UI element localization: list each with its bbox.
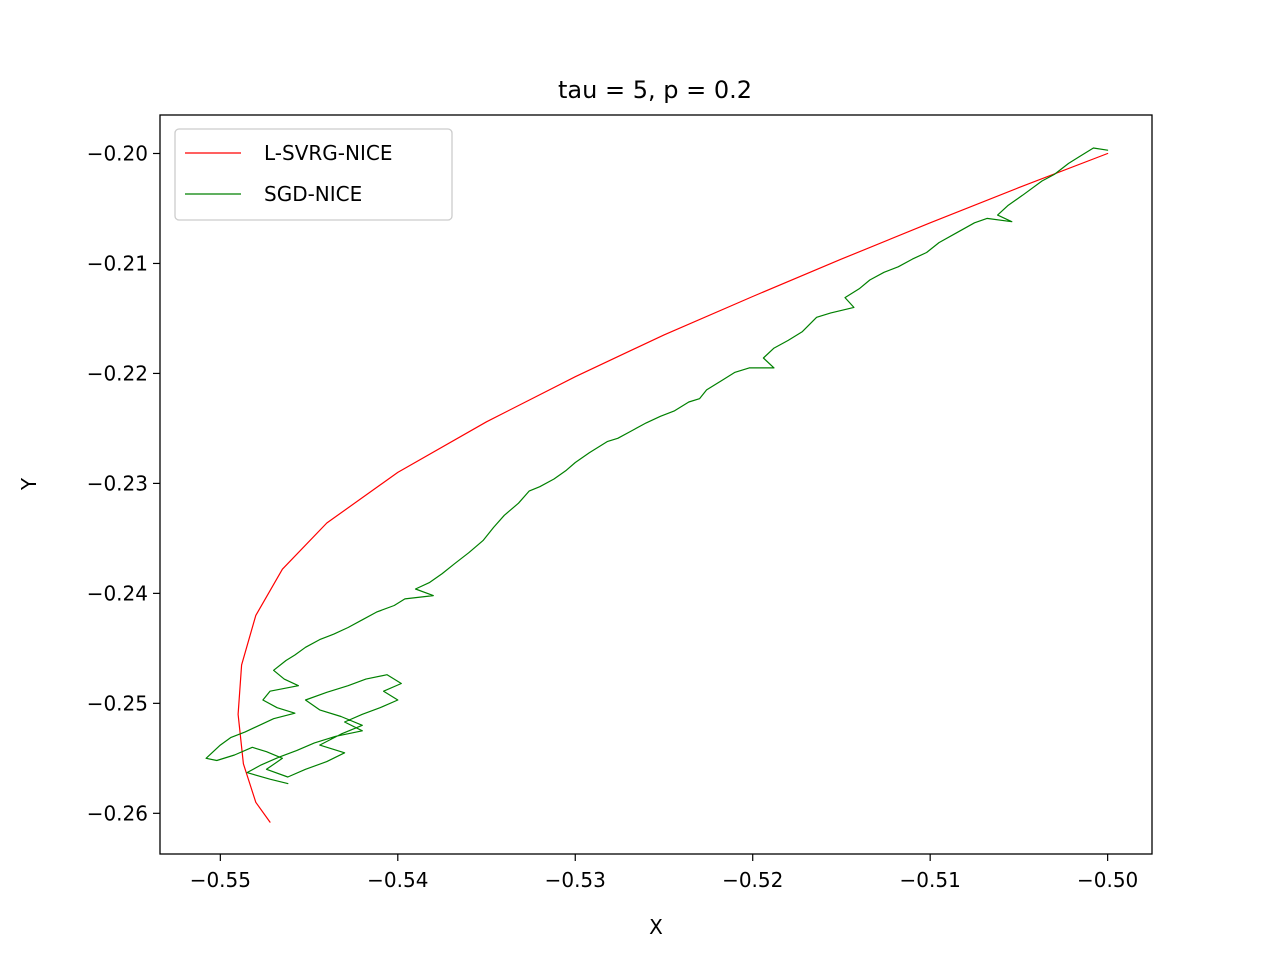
series-layer <box>205 147 1109 823</box>
legend-box <box>174 128 453 221</box>
x-tick-label: −0.51 <box>900 868 961 892</box>
x-tick-label: −0.53 <box>545 868 606 892</box>
x-axis: −0.55 −0.54 −0.53 −0.52 −0.51 −0.50 <box>190 854 1138 892</box>
x-tick-label: −0.52 <box>722 868 783 892</box>
series-line-sgd-nice <box>205 147 1109 785</box>
y-tick-label: −0.26 <box>87 801 148 825</box>
legend: L-SVRG-NICE SGD-NICE <box>174 128 453 221</box>
y-axis-title: Y <box>17 477 41 491</box>
y-tick-label: −0.24 <box>87 581 148 605</box>
legend-label-sgd-nice: SGD-NICE <box>264 182 362 206</box>
chart-title: tau = 5, p = 0.2 <box>558 76 752 104</box>
plot-frame <box>159 114 1153 855</box>
x-tick-label: −0.50 <box>1077 868 1138 892</box>
x-axis-title: X <box>649 915 663 939</box>
y-tick-label: −0.23 <box>87 471 148 495</box>
series-line-l-svrg-nice <box>237 152 1109 823</box>
y-tick-label: −0.22 <box>87 361 148 385</box>
x-tick-label: −0.54 <box>367 868 428 892</box>
y-tick-label: −0.25 <box>87 691 148 715</box>
legend-label-l-svrg-nice: L-SVRG-NICE <box>264 141 392 165</box>
plot-area <box>159 114 1153 855</box>
x-tick-label: −0.55 <box>190 868 251 892</box>
y-axis: −0.26 −0.25 −0.24 −0.23 −0.22 −0.21 −0.20 <box>87 141 160 825</box>
y-tick-label: −0.20 <box>87 141 148 165</box>
y-tick-label: −0.21 <box>87 251 148 275</box>
